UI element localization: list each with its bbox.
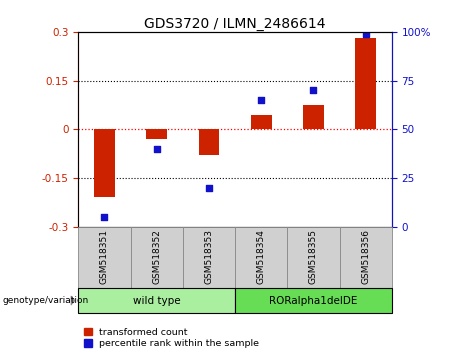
- Point: [205, 185, 213, 190]
- Bar: [287, 227, 340, 289]
- Text: GSM518355: GSM518355: [309, 229, 318, 284]
- Point: [153, 146, 160, 152]
- Bar: [146, 129, 167, 139]
- Bar: [340, 227, 392, 289]
- Text: GSM518354: GSM518354: [257, 229, 266, 284]
- Bar: [235, 288, 392, 313]
- Point: [362, 31, 369, 37]
- Text: GSM518353: GSM518353: [205, 229, 213, 284]
- Title: GDS3720 / ILMN_2486614: GDS3720 / ILMN_2486614: [144, 17, 326, 31]
- Text: GSM518351: GSM518351: [100, 229, 109, 284]
- Text: wild type: wild type: [133, 296, 181, 306]
- Text: GSM518352: GSM518352: [152, 229, 161, 284]
- Bar: [199, 129, 219, 155]
- Bar: [251, 115, 272, 129]
- Bar: [235, 227, 287, 289]
- Point: [101, 214, 108, 219]
- Bar: [78, 227, 130, 289]
- Bar: [183, 227, 235, 289]
- Bar: [78, 288, 235, 313]
- Polygon shape: [71, 296, 75, 305]
- Bar: [130, 227, 183, 289]
- Bar: [355, 38, 376, 129]
- Text: RORalpha1delDE: RORalpha1delDE: [269, 296, 358, 306]
- Bar: [303, 105, 324, 129]
- Text: GSM518356: GSM518356: [361, 229, 370, 284]
- Point: [310, 87, 317, 93]
- Bar: [94, 129, 115, 198]
- Text: genotype/variation: genotype/variation: [2, 296, 89, 305]
- Legend: transformed count, percentile rank within the sample: transformed count, percentile rank withi…: [83, 327, 260, 349]
- Point: [258, 97, 265, 103]
